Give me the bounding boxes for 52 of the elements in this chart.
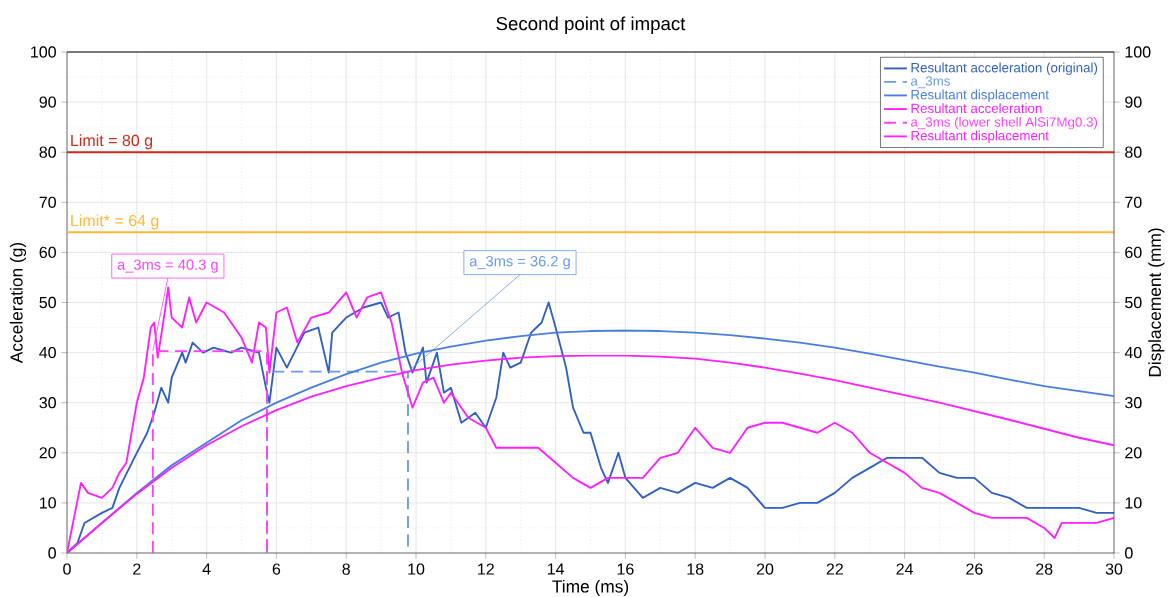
annotation: a_3ms = 36.2 g — [469, 256, 570, 270]
x-tick-label: 24 — [896, 563, 914, 575]
y-tick-label: 100 — [31, 46, 56, 58]
x-tick-label: 16 — [617, 563, 634, 575]
y-tick-label: 0 — [48, 547, 56, 559]
x-tick-label: 26 — [966, 563, 983, 575]
y-tick-label: 70 — [39, 196, 56, 208]
y2-tick-label: 40 — [1124, 346, 1142, 359]
y-tick-label: 60 — [39, 246, 56, 259]
x-axis-title: Time (ms) — [552, 579, 629, 597]
x-tick-label: 10 — [408, 563, 425, 575]
y2-tick-label: 20 — [1125, 447, 1142, 459]
annotation: a_3ms = 40.3 g — [117, 259, 218, 273]
y-tick-label: 80 — [39, 146, 56, 158]
legend-label: Resultant displacement — [911, 89, 1049, 102]
x-tick-label: 0 — [63, 563, 71, 575]
y-tick-label: 90 — [39, 96, 56, 108]
x-tick-label: 4 — [202, 563, 211, 575]
legend-label: Resultant displacement — [911, 130, 1049, 143]
y-tick-label: 30 — [39, 397, 56, 409]
ref-line-label: Limit* = 64 g — [71, 214, 159, 230]
chart-title: Second point of impact — [496, 16, 686, 34]
legend-label: a_3ms — [911, 76, 950, 89]
x-tick-label: 8 — [342, 563, 350, 575]
y-tick-label: 10 — [40, 497, 56, 509]
y2-tick-label: 50 — [1125, 296, 1142, 309]
x-tick-label: 12 — [478, 563, 494, 575]
y-tick-label: 20 — [39, 447, 56, 459]
x-tick-label: 28 — [1036, 563, 1053, 575]
x-tick-label: 14 — [547, 563, 565, 575]
y2-tick-label: 80 — [1125, 146, 1142, 158]
x-tick-label: 18 — [687, 563, 704, 575]
y2-tick-label: 70 — [1125, 196, 1142, 208]
y2-tick-label: 100 — [1125, 46, 1151, 58]
x-tick-label: 20 — [756, 563, 774, 575]
x-tick-label: 22 — [826, 563, 843, 575]
y2-tick-label: 90 — [1125, 96, 1142, 108]
y2-tick-label: 10 — [1125, 497, 1142, 509]
legend-label: a_3ms (lower shell AlSi7Mg0.3) — [911, 116, 1098, 130]
y2-tick-label: 60 — [1125, 246, 1142, 259]
y-axis-title: Acceleration (g) — [9, 242, 27, 364]
x-tick-label: 30 — [1105, 563, 1123, 575]
y2-axis-title: Displacement (mm) — [1148, 228, 1165, 377]
legend-label: Resultant acceleration — [911, 103, 1042, 114]
y-tick-label: 50 — [39, 296, 56, 309]
legend-label: Resultant acceleration (original) — [911, 62, 1098, 76]
x-tick-label: 6 — [272, 563, 281, 575]
x-tick-label: 2 — [133, 563, 141, 575]
ref-line-label: Limit = 80 g — [71, 134, 153, 150]
y2-tick-label: 0 — [1125, 547, 1133, 559]
y2-tick-label: 30 — [1125, 397, 1142, 409]
y-tick-label: 40 — [39, 346, 56, 359]
